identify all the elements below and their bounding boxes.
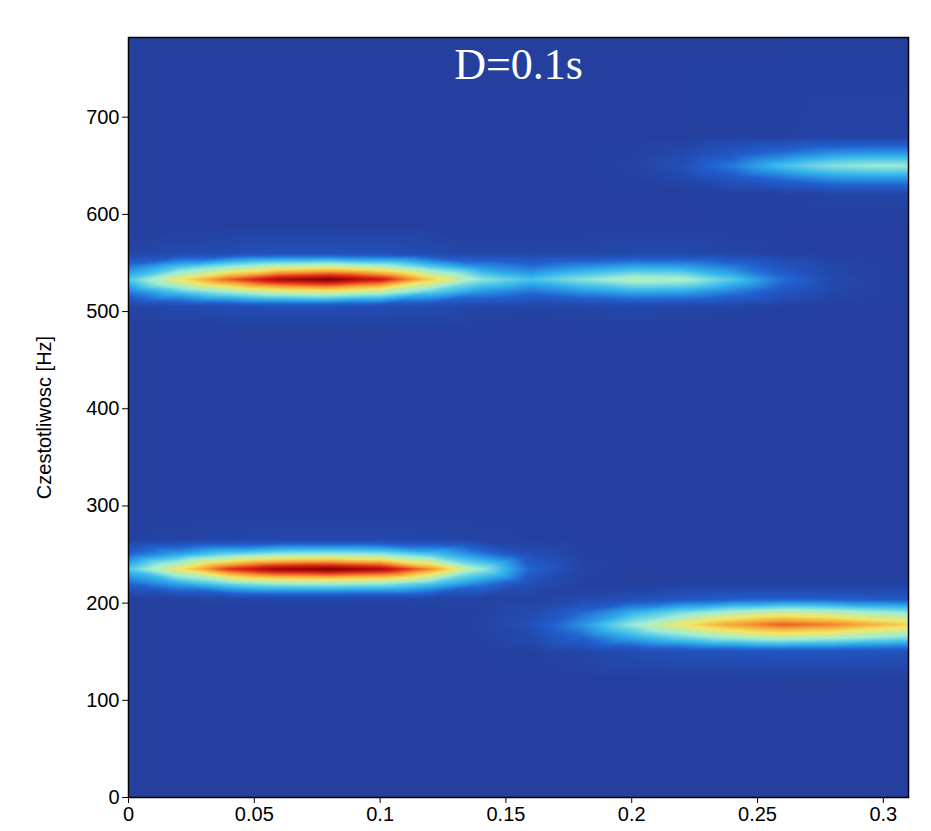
svg-text:600: 600 [86, 203, 119, 225]
svg-text:Czestotliwosc [Hz]: Czestotliwosc [Hz] [33, 336, 55, 499]
svg-text:0.2: 0.2 [618, 803, 646, 825]
svg-text:200: 200 [86, 592, 119, 614]
svg-text:0.05: 0.05 [235, 803, 274, 825]
svg-text:300: 300 [86, 494, 119, 516]
svg-text:700: 700 [86, 106, 119, 128]
svg-text:400: 400 [86, 397, 119, 419]
svg-text:0: 0 [123, 803, 134, 825]
svg-text:0.15: 0.15 [486, 803, 525, 825]
svg-text:500: 500 [86, 300, 119, 322]
svg-text:0.3: 0.3 [869, 803, 897, 825]
svg-text:0.25: 0.25 [738, 803, 777, 825]
svg-text:D=0.1s: D=0.1s [454, 40, 583, 89]
svg-text:0.1: 0.1 [366, 803, 394, 825]
svg-text:0: 0 [108, 786, 119, 808]
svg-text:100: 100 [86, 689, 119, 711]
